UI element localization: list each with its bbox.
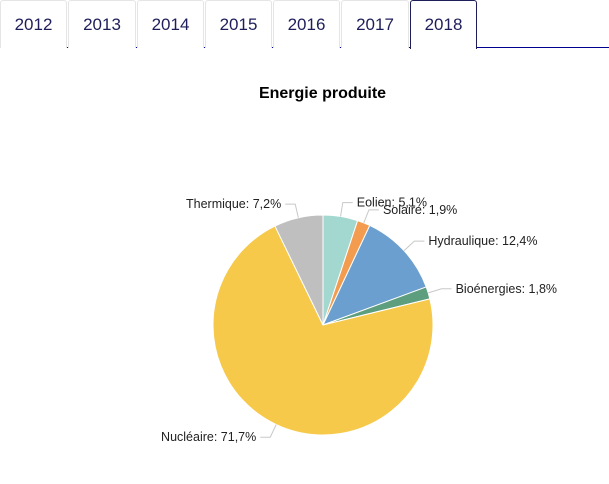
tab-2014[interactable]: 2014: [137, 0, 204, 48]
pie-slice-hydraulique[interactable]: [322, 224, 427, 326]
pie-slice-nucleaire[interactable]: [212, 225, 434, 436]
tab-2013[interactable]: 2013: [68, 0, 136, 48]
chart-title: Energie produite: [258, 85, 387, 102]
pie-labels: Eolien: 5,1%Solaire: 1,9% Hydraulique: 12…: [161, 196, 557, 445]
data-label-solaire: Solaire: 1,9%: [383, 203, 457, 217]
data-label-thermique: Thermique: 7,2%: [186, 197, 281, 211]
tab-2016[interactable]: 2016: [273, 0, 340, 48]
year-tab-bar: 2012 2013 2014 2015 2016 2017 2018: [0, 0, 609, 49]
tab-2018[interactable]: 2018: [410, 0, 477, 49]
data-label-eolien: Eolien: 5,1%: [357, 196, 427, 210]
data-label-bioenergies: Bioénergies: 1,8%: [456, 282, 557, 296]
connector-thermique: [285, 203, 299, 218]
connector-eolien: [340, 202, 353, 217]
connector-bioenergies: [428, 288, 452, 294]
pie-slice-thermique[interactable]: [274, 214, 324, 326]
tab-2017[interactable]: 2017: [341, 0, 409, 48]
pie-slices: [212, 214, 434, 436]
tab-2015[interactable]: 2015: [205, 0, 272, 48]
data-label-hydraulique: Hydraulique: 12,4%: [428, 234, 537, 248]
connector-nucleaire: [260, 424, 277, 438]
data-label-nucleaire: Nucléaire: 71,7%: [161, 430, 256, 444]
connector-solaire: [363, 209, 379, 224]
tab-2012[interactable]: 2012: [0, 0, 67, 48]
connector-hydraulique: [403, 240, 425, 252]
